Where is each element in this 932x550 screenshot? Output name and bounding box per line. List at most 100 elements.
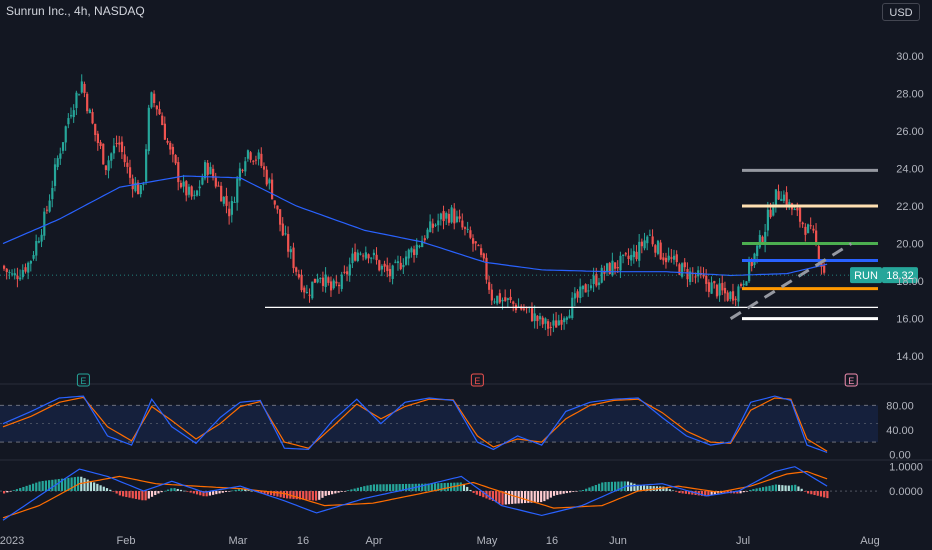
candle-body: [335, 281, 338, 284]
candle-body: [737, 286, 740, 302]
candle-body: [522, 308, 526, 310]
macd-histogram-bar: [9, 491, 12, 492]
candle-body: [555, 320, 558, 328]
macd-histogram-bar: [305, 491, 308, 500]
candle-body: [48, 200, 51, 212]
candle-body: [429, 221, 432, 232]
macd-histogram-bar: [324, 491, 327, 496]
candle-body: [51, 187, 54, 200]
candle-body: [823, 265, 826, 273]
macd-histogram-bar: [28, 484, 31, 492]
macd-histogram-bar: [774, 484, 778, 492]
candle-body: [681, 263, 684, 277]
candle-body: [3, 265, 6, 269]
candle-body: [364, 252, 367, 259]
macd-histogram-bar: [405, 483, 408, 492]
macd-histogram-bar: [321, 491, 324, 498]
candle-body: [686, 268, 689, 280]
macd-histogram-bar: [260, 491, 263, 494]
macd-histogram-bar: [498, 491, 501, 504]
candle-body: [512, 301, 515, 304]
candle-body: [493, 301, 496, 303]
macd-histogram-bar: [713, 491, 716, 495]
macd-histogram-bar: [617, 481, 620, 492]
macd-histogram-bar: [723, 491, 726, 494]
candle-body: [410, 248, 413, 253]
macd-histogram-bar: [318, 491, 321, 500]
macd-histogram-bar: [478, 491, 482, 496]
macd-histogram-bar: [562, 491, 565, 494]
macd-histogram-bar: [186, 491, 189, 492]
macd-histogram-bar: [614, 481, 617, 492]
macd-histogram-bar: [700, 491, 704, 496]
macd-histogram-bar: [597, 483, 601, 492]
candle-body: [413, 249, 416, 255]
candle-body: [472, 238, 475, 244]
candle-body: [643, 240, 646, 249]
macd-histogram-bar: [826, 491, 829, 499]
candle-body: [745, 281, 748, 286]
macd-histogram-bar: [604, 482, 607, 492]
candle-body: [80, 81, 83, 93]
candle-body: [359, 253, 362, 255]
candle-body: [715, 284, 719, 297]
macd-histogram-bar: [504, 491, 507, 505]
candle-body: [303, 287, 306, 293]
candle-body: [145, 149, 148, 182]
candle-body: [185, 181, 188, 196]
macd-histogram-bar: [160, 491, 163, 493]
macd-histogram-bar: [67, 477, 70, 492]
candle-body: [646, 236, 649, 244]
candle-body: [530, 308, 534, 322]
candle-body: [161, 115, 164, 125]
candle-body: [123, 154, 126, 163]
macd-histogram-bar: [601, 482, 604, 492]
stochastic-panel: [0, 395, 878, 454]
candle-body: [488, 282, 491, 290]
candle-body: [399, 262, 402, 270]
macd-histogram-bar: [446, 482, 450, 492]
macd-histogram-bar: [279, 491, 282, 498]
macd-histogram-bar: [443, 482, 446, 492]
candle-body: [592, 275, 595, 284]
candle-body: [375, 254, 378, 261]
candle-body: [638, 241, 641, 261]
macd-histogram-bar: [417, 483, 421, 492]
candle-body: [541, 317, 544, 325]
candle-body: [228, 208, 231, 217]
macd-histogram-bar: [797, 486, 800, 492]
macd-histogram-bar: [745, 491, 749, 492]
candle-body: [99, 142, 102, 147]
macd-histogram-bar: [244, 489, 247, 492]
candle-body: [107, 160, 110, 171]
candle-body: [437, 220, 440, 226]
candle-body: [568, 315, 571, 319]
macd-histogram-bar: [607, 481, 610, 492]
macd-histogram-bar: [395, 484, 398, 492]
candle-body: [372, 252, 376, 256]
candle-body: [281, 223, 284, 236]
macd-histogram-bar: [610, 481, 614, 492]
currency-button[interactable]: USD: [882, 3, 920, 21]
candle-body: [632, 251, 635, 258]
macd-histogram-bar: [620, 481, 623, 492]
candle-body: [563, 318, 566, 323]
candle-body: [648, 234, 652, 236]
macd-histogram-bar: [138, 491, 141, 500]
candle-body: [110, 153, 113, 161]
candle-body: [378, 260, 381, 271]
candle-body: [8, 272, 11, 274]
time-tick-label: Jun: [609, 535, 627, 547]
candle-body: [166, 140, 169, 143]
candle-body: [656, 240, 660, 254]
macd-histogram-bar: [681, 491, 684, 494]
candle-body: [252, 160, 255, 162]
candle-body: [225, 195, 228, 206]
candle-body: [327, 277, 330, 283]
candle-body: [131, 178, 134, 190]
candle-body: [635, 251, 638, 260]
candle-body: [271, 179, 274, 200]
price-tick-label: 30.00: [896, 51, 924, 63]
macd-histogram-bar: [199, 491, 202, 496]
